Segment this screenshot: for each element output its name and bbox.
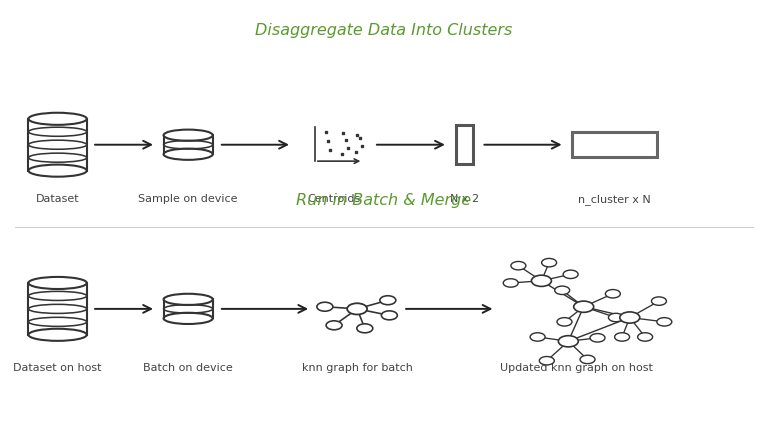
Circle shape	[511, 261, 526, 270]
Circle shape	[651, 297, 667, 305]
Circle shape	[574, 301, 594, 312]
Ellipse shape	[164, 294, 213, 305]
Circle shape	[531, 275, 551, 286]
Text: Dataset: Dataset	[36, 194, 79, 204]
Circle shape	[558, 336, 578, 347]
Circle shape	[326, 321, 342, 330]
Ellipse shape	[164, 313, 213, 324]
Ellipse shape	[164, 130, 213, 141]
Circle shape	[539, 356, 554, 365]
Text: Disaggregate Data Into Clusters: Disaggregate Data Into Clusters	[255, 23, 513, 38]
Text: Updated knn graph on host: Updated knn graph on host	[499, 363, 653, 373]
Text: N x 2: N x 2	[450, 194, 479, 204]
Ellipse shape	[164, 149, 213, 160]
Circle shape	[554, 286, 570, 295]
Ellipse shape	[28, 277, 87, 289]
Circle shape	[637, 333, 653, 341]
Circle shape	[530, 333, 545, 341]
Bar	[456, 125, 473, 164]
Text: n_cluster x N: n_cluster x N	[578, 194, 650, 205]
Text: Run in Batch & Merge: Run in Batch & Merge	[296, 194, 472, 208]
Circle shape	[657, 318, 672, 326]
Circle shape	[608, 313, 624, 322]
Circle shape	[580, 355, 595, 364]
Circle shape	[620, 312, 640, 323]
Ellipse shape	[28, 165, 87, 177]
Circle shape	[317, 302, 333, 311]
Circle shape	[347, 303, 367, 314]
Circle shape	[614, 333, 630, 341]
Circle shape	[380, 296, 396, 305]
Circle shape	[541, 258, 557, 267]
Circle shape	[503, 279, 518, 287]
Circle shape	[357, 324, 372, 333]
Circle shape	[557, 318, 572, 326]
Circle shape	[563, 270, 578, 279]
Circle shape	[590, 334, 605, 342]
Text: knn graph for batch: knn graph for batch	[302, 363, 412, 373]
Ellipse shape	[28, 329, 87, 341]
Circle shape	[605, 289, 621, 298]
Text: Dataset on host: Dataset on host	[13, 363, 102, 373]
Text: Sample on device: Sample on device	[138, 194, 238, 204]
Text: Batch on device: Batch on device	[144, 363, 233, 373]
Ellipse shape	[28, 113, 87, 125]
Circle shape	[382, 311, 397, 320]
Text: Centroids: Centroids	[307, 194, 361, 204]
Bar	[572, 132, 657, 157]
